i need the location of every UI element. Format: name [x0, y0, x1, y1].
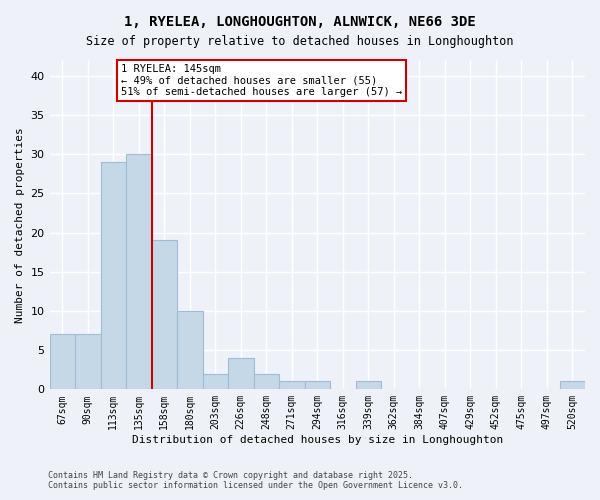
X-axis label: Distribution of detached houses by size in Longhoughton: Distribution of detached houses by size … [131, 435, 503, 445]
Bar [126, 154, 152, 390]
Bar [305, 382, 330, 390]
Bar [254, 374, 279, 390]
Bar [50, 334, 75, 390]
Bar [279, 382, 305, 390]
Bar [75, 334, 101, 390]
Bar [203, 374, 228, 390]
Text: 1 RYELEA: 145sqm
← 49% of detached houses are smaller (55)
51% of semi-detached : 1 RYELEA: 145sqm ← 49% of detached house… [121, 64, 402, 97]
Text: Size of property relative to detached houses in Longhoughton: Size of property relative to detached ho… [86, 35, 514, 48]
Text: 1, RYELEA, LONGHOUGHTON, ALNWICK, NE66 3DE: 1, RYELEA, LONGHOUGHTON, ALNWICK, NE66 3… [124, 15, 476, 29]
Bar [101, 162, 126, 390]
Text: Contains HM Land Registry data © Crown copyright and database right 2025.
Contai: Contains HM Land Registry data © Crown c… [48, 470, 463, 490]
Bar [152, 240, 177, 390]
Bar [356, 382, 381, 390]
Bar [177, 311, 203, 390]
Bar [228, 358, 254, 390]
Bar [560, 382, 585, 390]
Y-axis label: Number of detached properties: Number of detached properties [15, 127, 25, 322]
